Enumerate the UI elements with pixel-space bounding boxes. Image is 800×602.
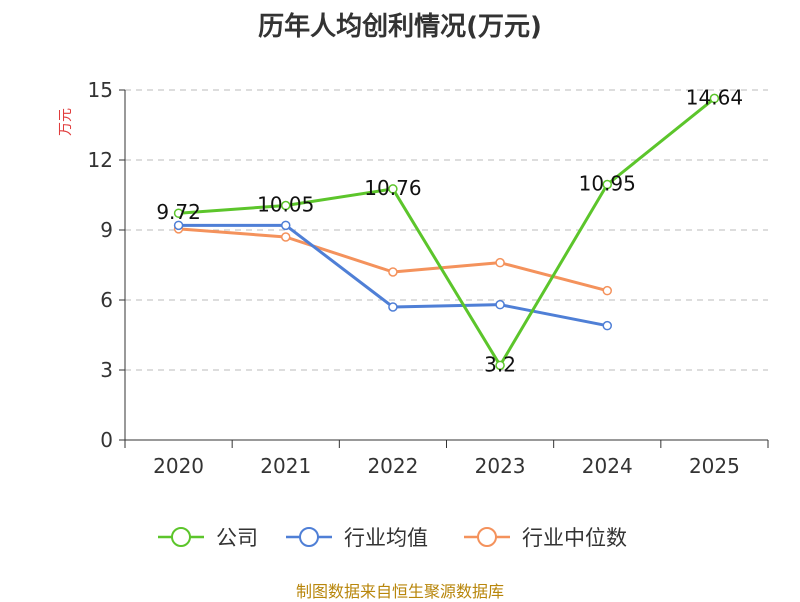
- legend-label: 行业均值: [344, 526, 428, 550]
- legend-marker: [299, 527, 319, 547]
- data-point: [602, 320, 612, 331]
- data-point: [281, 200, 291, 211]
- gridlines: [125, 89, 768, 371]
- data-label: 3.2: [484, 352, 516, 376]
- data-point: [281, 220, 291, 231]
- x-tick-label: 2025: [689, 454, 740, 478]
- legend-label: 公司: [216, 526, 258, 550]
- x-tick-label: 2020: [153, 454, 204, 478]
- x-tick-label: 2024: [582, 454, 633, 478]
- data-label: 10.76: [364, 176, 421, 200]
- legend-label: 行业中位数: [522, 526, 627, 550]
- y-tick-label: 15: [88, 78, 113, 102]
- data-point: [281, 232, 291, 242]
- data-labels: 9.72 10.05 10.76 3.2 10.95 14.64: [156, 85, 743, 376]
- y-axis-label: 万元: [58, 108, 74, 136]
- data-point: [173, 208, 184, 218]
- data-label: 10.05: [257, 193, 314, 217]
- data-label: 9.72: [156, 200, 201, 224]
- y-tick-label: 6: [100, 288, 113, 312]
- data-point: [602, 285, 612, 296]
- data-point: [495, 299, 505, 310]
- legend-marker: [171, 527, 191, 547]
- x-tick-label: 2023: [475, 454, 526, 478]
- series-line-行业中位数: [178, 227, 608, 293]
- y-tick-label: 3: [100, 358, 113, 382]
- axes: 0 3 6 9 12 15 2020 2021 2022 2023 2024 2025: [88, 78, 769, 478]
- source-note: 制图数据来自恒生聚源数据库: [295, 582, 504, 601]
- data-label: 14.64: [686, 85, 743, 109]
- y-tick-label: 12: [88, 148, 113, 172]
- data-point: [388, 302, 398, 312]
- x-tick-label: 2021: [260, 454, 311, 478]
- data-point: [602, 179, 612, 190]
- data-point: [388, 267, 398, 277]
- data-point: [495, 257, 505, 268]
- series-line-公司: [178, 97, 716, 367]
- legend-marker: [477, 527, 497, 547]
- data-point: [388, 184, 398, 194]
- y-tick-label: 9: [100, 218, 113, 242]
- data-point: [709, 93, 720, 104]
- data-label: 10.95: [579, 172, 636, 196]
- series: [173, 93, 720, 371]
- y-tick-label: 0: [100, 428, 113, 452]
- legend: 公司 行业均值 行业中位数: [158, 526, 627, 550]
- data-point: [495, 360, 505, 371]
- x-tick-label: 2022: [367, 454, 418, 478]
- chart-title: 历年人均创利情况(万元): [258, 12, 542, 42]
- data-point: [173, 220, 184, 231]
